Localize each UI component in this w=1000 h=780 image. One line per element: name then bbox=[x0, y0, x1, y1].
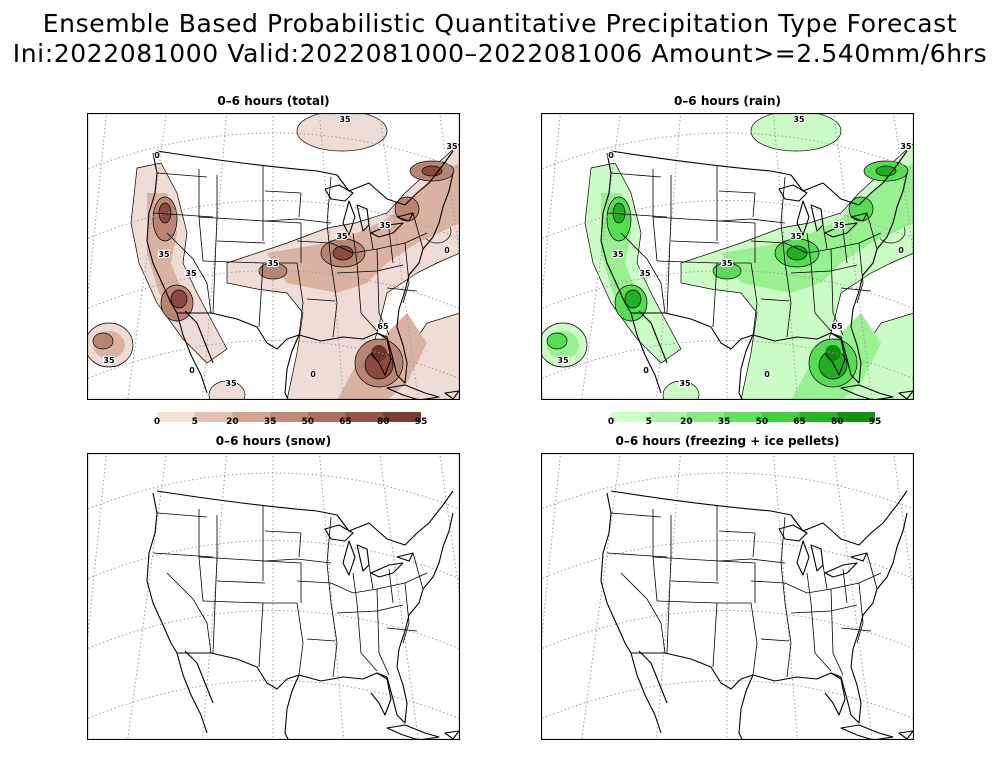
contour-label: 35 bbox=[790, 232, 802, 241]
contour-label: 35 bbox=[379, 221, 391, 230]
contour-label: 35 bbox=[185, 269, 197, 278]
colorbar-swatch bbox=[648, 412, 687, 422]
contour-label: 35 bbox=[612, 250, 624, 259]
probability-shading-total bbox=[87, 113, 460, 400]
contour-label: 35 bbox=[336, 232, 348, 241]
colorbar-swatch bbox=[383, 412, 422, 422]
map-ice bbox=[541, 453, 914, 740]
colorbar-tick-label: 50 bbox=[755, 417, 769, 427]
colorbar-swatch bbox=[157, 412, 196, 422]
contour-label: 0 bbox=[444, 246, 450, 255]
colorbar-total bbox=[157, 407, 422, 426]
colorbar-swatch bbox=[761, 412, 801, 422]
colorbar-swatch bbox=[837, 412, 876, 422]
contour-label: 35 bbox=[900, 142, 912, 151]
colorbar-tick-label: 5 bbox=[645, 417, 652, 427]
contour-label: 0 bbox=[764, 370, 770, 379]
colorbar-swatch bbox=[194, 412, 233, 422]
contour-label: 35 bbox=[721, 259, 733, 268]
map-rain: 35 35 35 35 35 35 35 65 0 0 0 0 35 35 bbox=[541, 113, 914, 400]
contour-label: 35 bbox=[267, 259, 279, 268]
colorbar-tick-label: 0 bbox=[153, 417, 161, 427]
map-total: 35 35 35 35 35 35 35 65 0 0 0 0 35 35 bbox=[87, 113, 460, 400]
colorbar-swatch bbox=[724, 412, 763, 422]
colorbar-tick-label: 50 bbox=[301, 417, 315, 427]
colorbar-tick-label: 35 bbox=[717, 417, 731, 427]
panel-title-total: 0–6 hours (total) bbox=[217, 94, 330, 108]
main-subtitle: Ini:2022081000 Valid:2022081000–20220810… bbox=[12, 39, 988, 68]
colorbar-swatch bbox=[686, 412, 725, 422]
contour-label: 65 bbox=[831, 322, 843, 331]
colorbar-swatch bbox=[307, 412, 347, 422]
colorbar-tick-label: 80 bbox=[377, 417, 390, 427]
colorbar-tick-label: 35 bbox=[263, 417, 277, 427]
contour-label: 35 bbox=[679, 379, 691, 388]
colorbar-swatch bbox=[611, 412, 650, 422]
colorbar-tick-label: 65 bbox=[339, 417, 352, 427]
contour-label: 0 bbox=[643, 366, 649, 375]
colorbar-tick-label: 80 bbox=[831, 417, 844, 427]
contour-labels-total: 35 35 35 35 35 35 35 65 0 0 0 0 35 35 bbox=[102, 114, 459, 389]
colorbar-swatch bbox=[345, 412, 384, 422]
contour-label: 35 bbox=[557, 356, 569, 365]
contour-label: 35 bbox=[446, 142, 458, 151]
panel-title-snow: 0–6 hours (snow) bbox=[215, 434, 332, 448]
contour-label: 0 bbox=[189, 366, 195, 375]
colorbar-rain-labels: 0 5 20 35 50 65 80 95 bbox=[607, 417, 881, 429]
colorbar-tick-label: 0 bbox=[607, 417, 615, 427]
colorbar-tick-label: 65 bbox=[793, 417, 806, 427]
colorbar-swatch bbox=[270, 412, 309, 422]
main-title: Ensemble Based Probabilistic Quantitativ… bbox=[42, 9, 958, 38]
contour-label: 35 bbox=[158, 250, 170, 259]
contour-label: 65 bbox=[377, 322, 389, 331]
contour-label: 35 bbox=[339, 115, 351, 124]
colorbar-tick-label: 20 bbox=[226, 417, 239, 427]
contour-label: 0 bbox=[898, 246, 904, 255]
colorbar-tick-label: 5 bbox=[191, 417, 198, 427]
contour-label: 0 bbox=[608, 151, 614, 160]
contour-label: 35 bbox=[103, 356, 115, 365]
contour-label: 35 bbox=[833, 221, 845, 230]
contour-label: 0 bbox=[310, 370, 316, 379]
colorbar-total-labels: 0 5 20 35 50 65 80 95 bbox=[153, 417, 427, 429]
panel-title-rain: 0–6 hours (rain) bbox=[673, 94, 782, 108]
colorbar-swatch bbox=[799, 412, 838, 422]
colorbar-rain bbox=[611, 407, 876, 426]
colorbar-tick-label: 20 bbox=[680, 417, 693, 427]
map-snow bbox=[87, 453, 460, 740]
contour-label: 35 bbox=[639, 269, 651, 278]
contour-label: 35 bbox=[793, 115, 805, 124]
contour-labels-rain: 35 35 35 35 35 35 35 65 0 0 0 0 35 35 bbox=[556, 114, 913, 389]
panel-title-ice: 0–6 hours (freezing + ice pellets) bbox=[615, 434, 840, 448]
contour-label: 0 bbox=[154, 151, 160, 160]
colorbar-tick-label: 95 bbox=[868, 417, 882, 427]
colorbar-tick-label: 95 bbox=[414, 417, 428, 427]
contour-label: 35 bbox=[225, 379, 237, 388]
colorbar-swatch bbox=[232, 412, 271, 422]
probability-shading-rain bbox=[541, 113, 914, 400]
